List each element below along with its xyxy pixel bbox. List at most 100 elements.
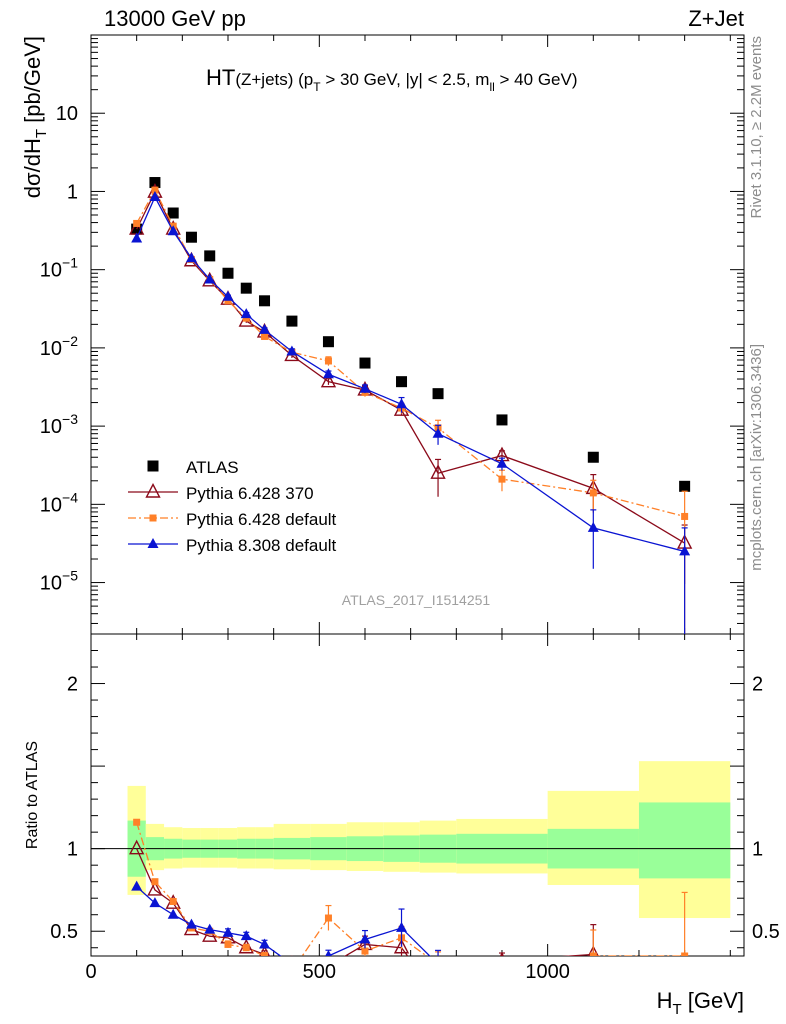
main-point-py6_370-12 — [430, 464, 446, 479]
y-tick-base-2: 10 — [40, 260, 62, 282]
xlabel-h: H — [657, 988, 673, 1013]
main-point-atlas-4 — [204, 250, 216, 262]
main-point-py8_def-12 — [432, 427, 444, 438]
ratio-point-py6_370-0 — [129, 839, 145, 855]
main-point-py8_def-15 — [679, 545, 691, 556]
main-point-py6_def-13 — [498, 475, 506, 483]
title-sub-t: T — [313, 80, 321, 94]
ratio-point-py6_def-6 — [242, 944, 250, 952]
main-point-atlas-15 — [679, 480, 691, 492]
main-series-py6_def — [133, 186, 689, 634]
main-point-py8_def-7 — [259, 323, 271, 334]
ry-tick-label-right-1: 1 — [752, 839, 763, 861]
y-tick-exp-2: −1 — [62, 255, 78, 271]
legend-item-py6_370: Pythia 6.428 370 — [128, 482, 314, 503]
axes-frames — [90, 34, 745, 957]
legend-label-atlas: ATLAS — [186, 458, 239, 477]
main-line-py8_def — [136, 195, 685, 553]
legend-marker-py6_370 — [145, 482, 161, 498]
main-point-atlas-8 — [286, 315, 298, 327]
main-point-py8_def-10 — [359, 382, 371, 393]
y-tick-label-4: 10−3 — [40, 411, 78, 438]
ratio-point-py8_def-13 — [496, 963, 507, 973]
main-point-py6_def-0 — [133, 219, 141, 227]
ratio-point-py6_def-14 — [589, 952, 597, 956]
ratio-point-py8_def-3 — [185, 918, 197, 929]
ratio-point-py6_def-8 — [288, 967, 295, 974]
title-ht: HT — [206, 65, 235, 90]
main-point-py8_def-0 — [131, 232, 143, 243]
ratio-point-py6_370-12 — [432, 990, 445, 1003]
main-point-py8_def-4 — [204, 273, 216, 284]
chart-title: HT(Z+jets) (pT > 30 GeV, |y| < 2.5, mll … — [206, 65, 578, 94]
title-m-cut: > 40 GeV) — [495, 70, 578, 89]
x-tick-label-500: 500 — [303, 961, 336, 983]
data-marks — [129, 177, 693, 1003]
main-point-py6_def-1 — [151, 186, 159, 194]
main-point-atlas-14 — [587, 451, 599, 463]
legend: ATLAS Pythia 6.428 370 Pythia 6.428 defaul… — [128, 458, 337, 555]
ratio-point-py8_def-6 — [240, 930, 252, 941]
y-tick-exp-5: −4 — [62, 489, 78, 505]
main-line-py6_def — [136, 188, 685, 518]
ratio-point-py6_def-12 — [435, 961, 442, 968]
ry-tick-label-right-2: 2 — [752, 674, 763, 696]
ratio-point-py6_def-10 — [361, 947, 369, 955]
main-point-py8_def-11 — [396, 398, 408, 409]
ratio-point-py8_def-1 — [149, 897, 161, 908]
ratio-frame — [90, 633, 745, 957]
ratio-point-py6_370-11 — [393, 938, 410, 954]
legend-item-py6_def: Pythia 6.428 default — [128, 510, 337, 529]
band-group — [127, 761, 731, 919]
y-tick-label-5: 10−4 — [40, 489, 78, 516]
ratio-point-py8_def-5 — [222, 926, 234, 937]
band-stat-15 — [638, 802, 731, 879]
ratio-point-py8_def-14 — [588, 986, 599, 996]
y-axis-label: dσ/dHT [pb/GeV] — [20, 36, 50, 198]
main-point-py6_370-9 — [320, 372, 337, 388]
ratio-uncertainty-bands — [91, 761, 744, 919]
y-tick-label-6: 10−5 — [40, 568, 78, 595]
ratio-point-py8_def-9 — [325, 950, 332, 956]
main-point-atlas-9 — [322, 336, 334, 348]
legend-label-py6_370: Pythia 6.428 370 — [186, 484, 314, 503]
legend-item-py8_def: Pythia 8.308 default — [128, 536, 337, 555]
ratio-series-py8_def — [131, 880, 599, 996]
analysis-id: ATLAS_2017_I1514251 — [342, 592, 491, 608]
title-zjets: (Z+jets) (p — [235, 70, 313, 89]
ry-tick-label-right-0.5: 0.5 — [752, 921, 780, 943]
ratio-point-py8_def-7 — [259, 938, 271, 949]
main-point-py6_def-15 — [681, 512, 689, 520]
main-point-py6_def-5 — [224, 297, 232, 305]
mcplots-label: mcplots.cern.ch [arXiv:1306.3436] — [748, 344, 765, 571]
ratio-point-py8_def-2 — [167, 908, 179, 919]
y-tick-label-2: 10−1 — [40, 255, 78, 282]
y-tick-base-6: 10 — [40, 573, 62, 595]
main-point-atlas-1 — [149, 177, 161, 189]
xlabel-sub: T — [672, 1001, 681, 1018]
main-point-py8_def-8 — [286, 345, 298, 356]
header-left: 13000 GeV pp — [104, 6, 246, 31]
ratio-point-py6_370-15 — [678, 975, 691, 988]
ratio-point-py8_def-10 — [359, 933, 371, 944]
legend-label-py8_def: Pythia 8.308 default — [186, 536, 337, 555]
ratio-point-py6_def-2 — [169, 898, 177, 906]
x-axis-label: HT [GeV] — [657, 988, 744, 1018]
ratio-point-py6_def-9 — [324, 914, 332, 922]
main-point-py8_def-9 — [322, 368, 334, 379]
y-tick-exp-3: −2 — [62, 333, 78, 349]
main-point-atlas-3 — [185, 231, 197, 243]
main-point-atlas-12 — [432, 388, 444, 400]
ratio-point-py6_def-7 — [261, 952, 269, 956]
xlabel-unit: [GeV] — [682, 988, 744, 1013]
main-point-py6_def-14 — [589, 489, 597, 497]
main-point-atlas-13 — [496, 414, 508, 426]
legend-marker-py6_def — [149, 514, 157, 522]
ratio-axis-label: Ratio to ATLAS — [24, 741, 41, 849]
ratio-marks — [129, 818, 691, 1003]
main-point-py6_def-6 — [242, 314, 250, 322]
ratio-point-py6_def-15 — [681, 952, 689, 956]
ratio-point-py6_def-0 — [133, 818, 141, 826]
legend-item-atlas: ATLAS — [147, 458, 239, 477]
